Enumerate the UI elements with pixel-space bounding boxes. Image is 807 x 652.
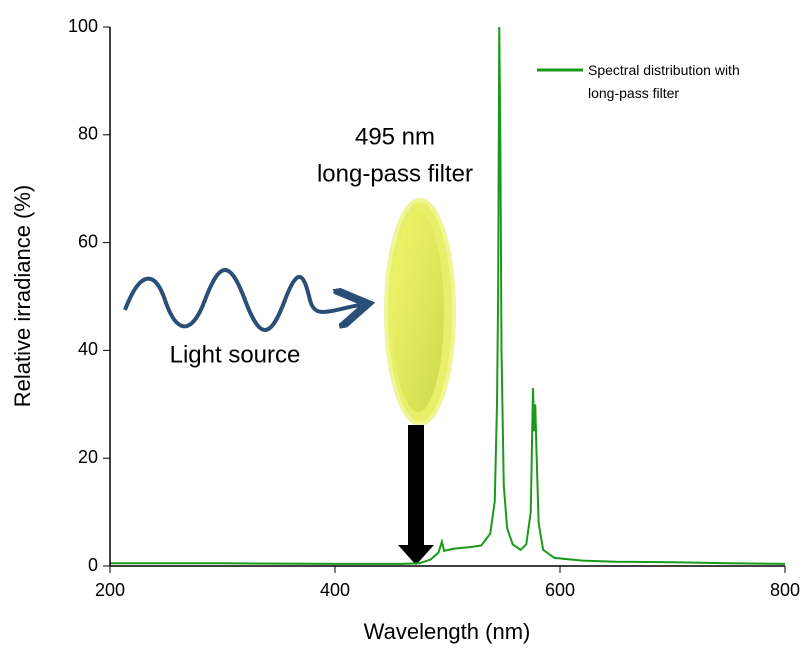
annotation: 495 nm	[355, 123, 435, 150]
y-tick-label: 20	[78, 447, 98, 467]
y-axis-label: Relative irradiance (%)	[10, 185, 35, 408]
annotation: Light source	[170, 341, 301, 368]
y-tick-label: 0	[88, 555, 98, 575]
x-tick-label: 600	[545, 580, 575, 600]
wave-arrow	[123, 268, 360, 332]
series-line	[110, 26, 786, 565]
legend-label: Spectral distribution with long-pass fil…	[588, 62, 740, 101]
filter-disc	[392, 212, 444, 412]
y-tick-label: 40	[78, 339, 98, 359]
x-tick-label: 200	[95, 580, 125, 600]
x-axis-label: Wavelength (nm)	[364, 619, 531, 644]
annotation: long-pass filter	[317, 160, 473, 187]
down-arrow-head	[398, 545, 434, 565]
legend-box: Spectral distribution with long-pass fil…	[588, 62, 740, 101]
x-tick-label: 800	[770, 580, 800, 600]
x-tick-label: 400	[320, 580, 350, 600]
y-tick-label: 60	[78, 231, 98, 251]
y-tick-label: 80	[78, 124, 98, 144]
down-arrow-shaft	[408, 425, 424, 547]
y-tick-label: 100	[68, 16, 98, 36]
